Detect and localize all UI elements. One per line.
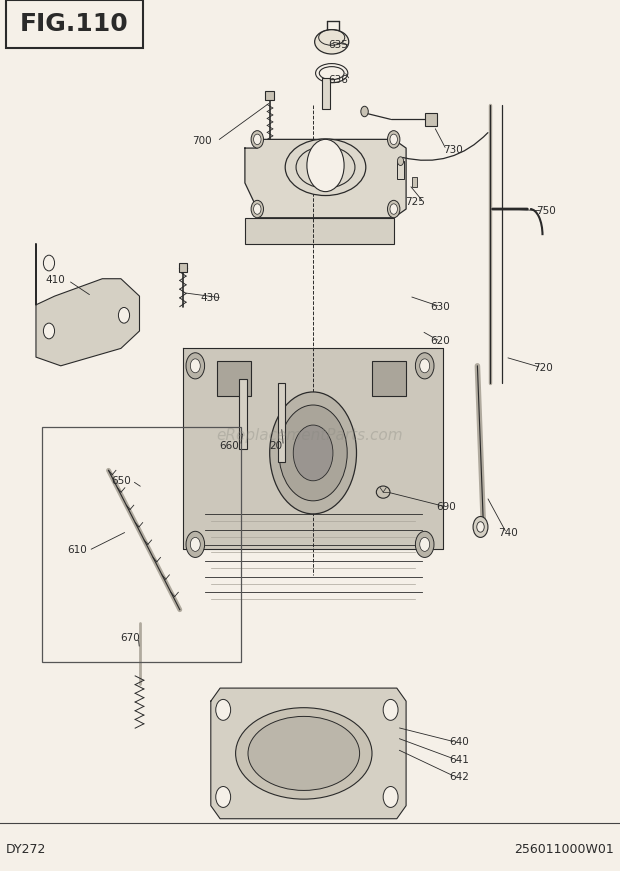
Circle shape (279, 405, 347, 501)
Circle shape (388, 200, 400, 218)
Circle shape (254, 204, 261, 214)
Ellipse shape (285, 138, 366, 195)
Ellipse shape (376, 486, 390, 498)
Text: 700: 700 (192, 136, 211, 146)
Circle shape (254, 134, 261, 145)
Circle shape (118, 307, 130, 323)
Bar (265, 91, 274, 100)
Circle shape (43, 323, 55, 339)
Bar (42, 427, 241, 662)
Text: 636: 636 (328, 75, 348, 85)
Circle shape (415, 531, 434, 557)
Text: 670: 670 (120, 632, 140, 643)
Circle shape (383, 699, 398, 720)
Ellipse shape (397, 157, 404, 165)
Circle shape (186, 531, 205, 557)
Bar (412, 177, 417, 187)
Circle shape (415, 353, 434, 379)
Circle shape (390, 204, 397, 214)
Text: 720: 720 (533, 362, 552, 373)
Circle shape (388, 131, 400, 148)
Text: 410: 410 (46, 275, 66, 286)
Text: 641: 641 (449, 754, 469, 765)
Text: DY272: DY272 (6, 843, 47, 855)
Text: 640: 640 (449, 737, 469, 747)
Circle shape (420, 359, 430, 373)
Circle shape (190, 537, 200, 551)
Text: 730: 730 (443, 145, 463, 155)
Circle shape (251, 200, 264, 218)
Bar (6, 0, 143, 48)
Text: 660: 660 (219, 441, 239, 451)
Text: 635: 635 (328, 40, 348, 51)
Bar (245, 218, 394, 244)
Text: 256011000W01: 256011000W01 (514, 843, 614, 855)
Bar (278, 383, 285, 462)
Text: 620: 620 (430, 336, 450, 347)
Circle shape (383, 787, 398, 807)
Text: 725: 725 (405, 197, 425, 207)
Circle shape (420, 537, 430, 551)
Circle shape (216, 699, 231, 720)
Circle shape (216, 787, 231, 807)
Circle shape (307, 139, 344, 192)
Polygon shape (36, 244, 140, 366)
Text: 610: 610 (68, 545, 87, 556)
Circle shape (390, 134, 397, 145)
Bar (322, 78, 330, 109)
Circle shape (251, 131, 264, 148)
Circle shape (43, 255, 55, 271)
Polygon shape (245, 139, 406, 218)
Bar (425, 113, 437, 126)
Text: 630: 630 (430, 301, 450, 312)
Ellipse shape (248, 716, 360, 791)
Text: 750: 750 (536, 206, 556, 216)
Text: eReplacementParts.com: eReplacementParts.com (216, 428, 404, 443)
Text: 740: 740 (498, 528, 518, 538)
Polygon shape (211, 688, 406, 819)
Text: 20: 20 (269, 441, 283, 451)
Circle shape (270, 392, 356, 514)
Ellipse shape (315, 30, 349, 54)
Circle shape (190, 359, 200, 373)
Bar (239, 379, 247, 449)
Text: FIG.110: FIG.110 (20, 12, 129, 36)
Bar (179, 263, 187, 272)
Bar (372, 361, 406, 396)
Text: 690: 690 (436, 502, 456, 512)
Polygon shape (183, 348, 443, 549)
Text: 650: 650 (111, 476, 131, 486)
Bar (397, 161, 404, 179)
Circle shape (361, 106, 368, 117)
Circle shape (477, 522, 484, 532)
Text: 642: 642 (449, 772, 469, 782)
Ellipse shape (236, 707, 372, 800)
Circle shape (473, 517, 488, 537)
Bar (217, 361, 251, 396)
Text: 430: 430 (201, 293, 221, 303)
Circle shape (293, 425, 333, 481)
Circle shape (186, 353, 205, 379)
